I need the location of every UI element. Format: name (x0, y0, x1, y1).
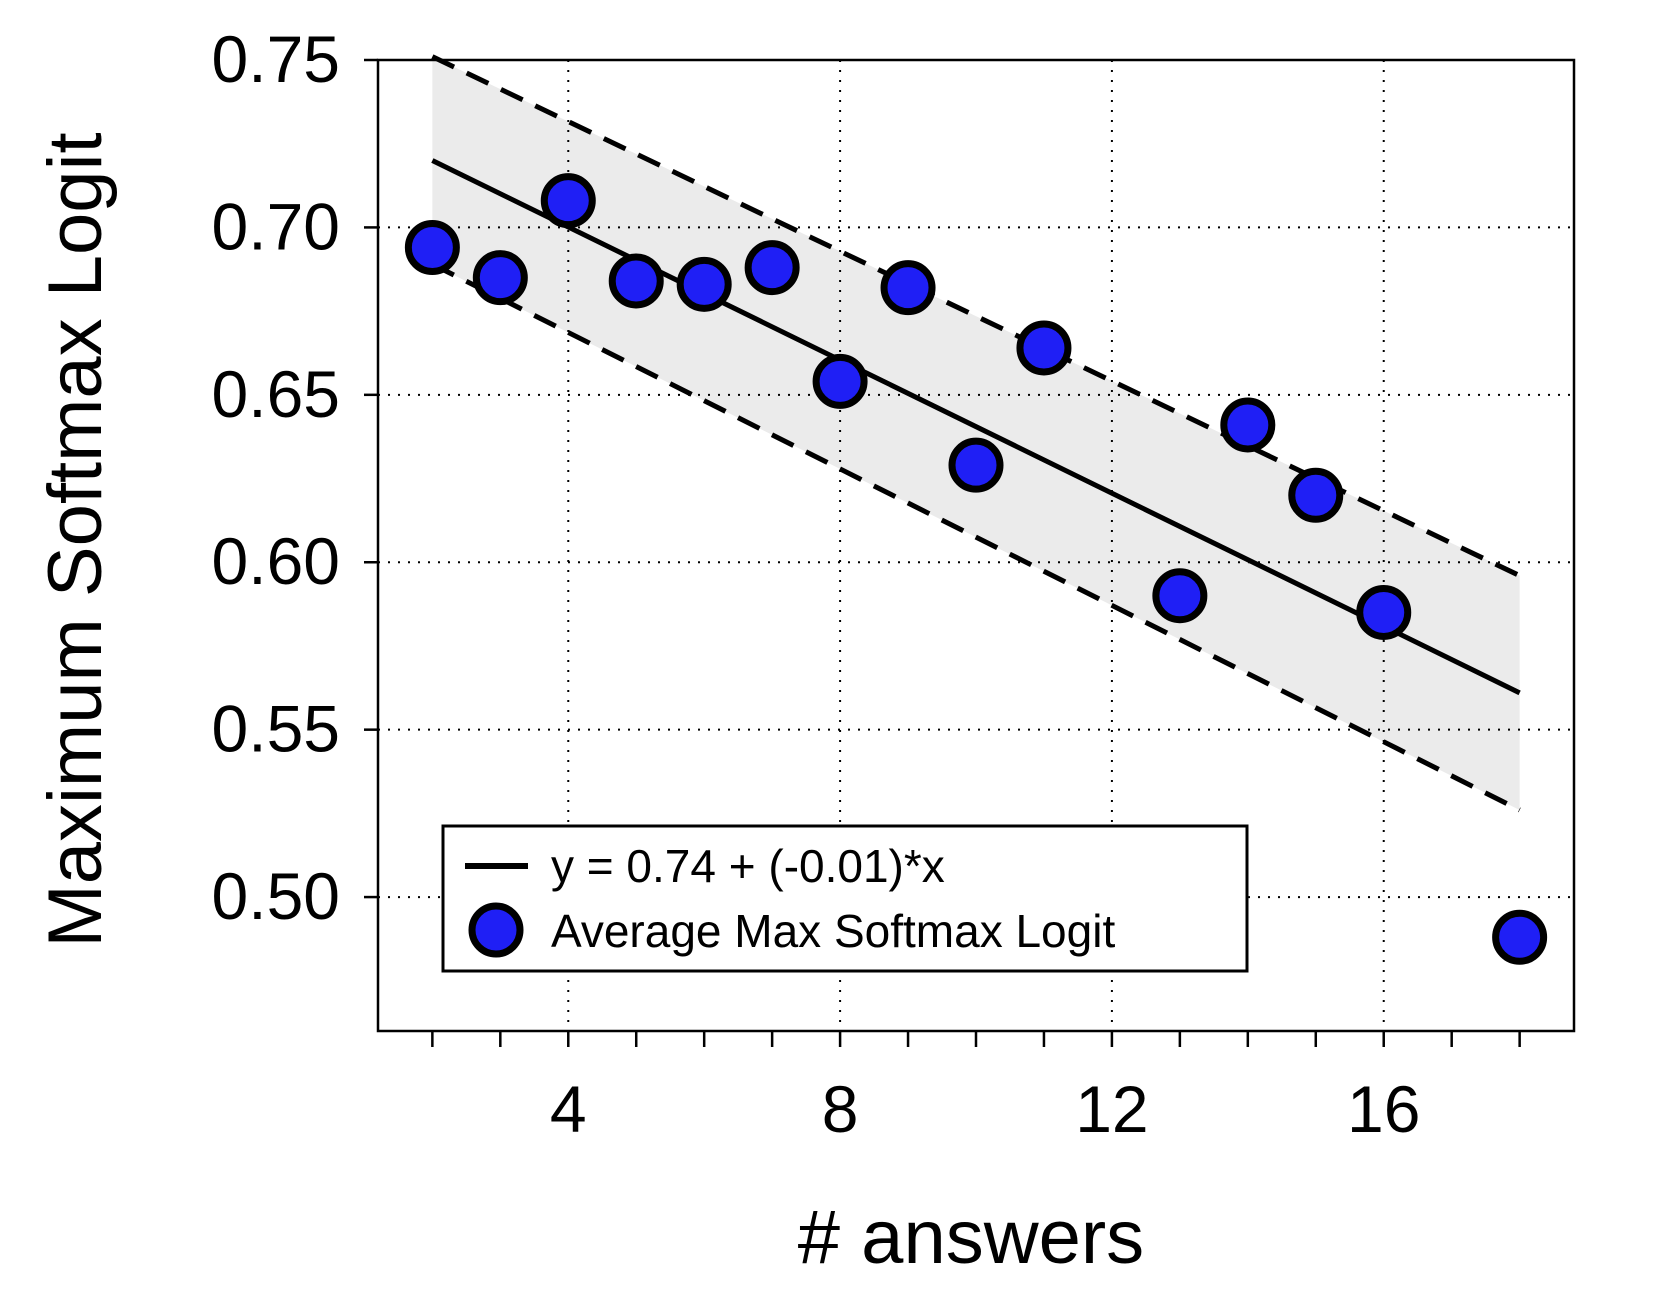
y-tick-label: 0.70 (212, 189, 340, 263)
legend-fit-label: y = 0.74 + (-0.01)*x (551, 840, 945, 892)
data-point (1016, 320, 1072, 376)
legend-box (441, 824, 1249, 973)
data-point (608, 253, 664, 309)
y-tick-label: 0.55 (212, 692, 340, 766)
x-tick-label: 12 (1075, 1072, 1148, 1146)
y-tick-label: 0.60 (212, 524, 340, 598)
regression-line (431, 158, 1521, 696)
data-point (1288, 467, 1344, 523)
legend-point-swatch (468, 902, 524, 958)
lower-bound-line (431, 262, 1521, 813)
data-point (1492, 909, 1548, 965)
data-point (1220, 397, 1276, 453)
data-point (1356, 584, 1412, 640)
x-tick-label: 8 (822, 1072, 859, 1146)
data-point (812, 353, 868, 409)
data-point (472, 250, 528, 306)
confidence-band (432, 56, 1520, 811)
data-point (948, 437, 1004, 493)
legend-points-label: Average Max Softmax Logit (551, 905, 1115, 957)
data-point (540, 173, 596, 229)
x-tick-label: 16 (1347, 1072, 1420, 1146)
y-tick-label: 0.50 (212, 859, 340, 933)
x-tick-label: 4 (550, 1072, 587, 1146)
y-tick-label: 0.75 (212, 22, 340, 96)
data-point (880, 260, 936, 316)
data-point (404, 220, 460, 276)
data-point (1152, 568, 1208, 624)
y-axis-label: Maximum Softmax Logit (33, 132, 118, 947)
x-axis-label: # answers (798, 1195, 1144, 1280)
data-point (744, 240, 800, 296)
data-point (676, 256, 732, 312)
y-tick-label: 0.65 (212, 357, 340, 431)
